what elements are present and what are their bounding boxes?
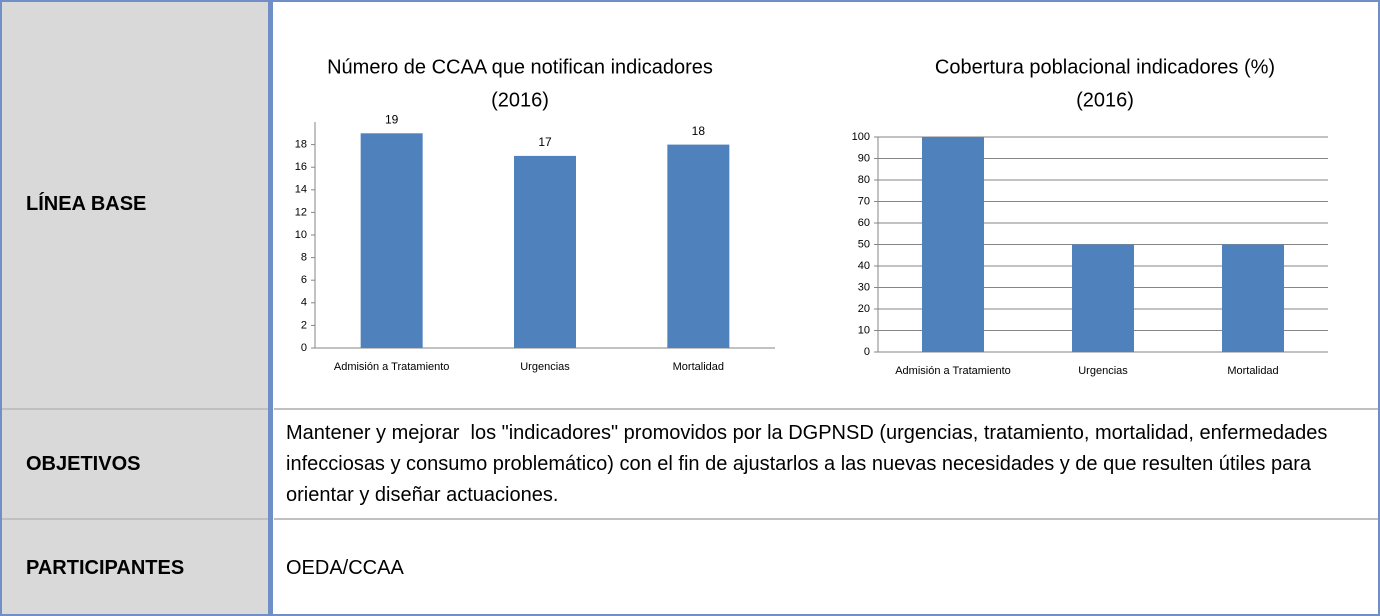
bar (922, 137, 984, 352)
row-text: Mantener y mejorar los "indicadores" pro… (274, 410, 1378, 520)
chart-subtitle: (2016) (491, 89, 549, 111)
y-tick-label: 2 (301, 319, 307, 331)
y-tick-label: 40 (858, 260, 870, 272)
y-tick-label: 50 (858, 238, 870, 250)
y-tick-label: 30 (858, 281, 870, 293)
x-tick-label: Mortalidad (1227, 365, 1278, 377)
y-tick-label: 6 (301, 274, 307, 286)
row-label: OBJETIVOS (0, 410, 270, 520)
y-tick-label: 8 (301, 252, 307, 264)
y-tick-label: 100 (852, 131, 870, 143)
data-label: 19 (385, 112, 399, 126)
y-tick-label: 12 (295, 206, 307, 218)
bar (1222, 244, 1284, 352)
y-tick-label: 0 (301, 342, 307, 354)
y-tick-label: 80 (858, 174, 870, 186)
y-tick-label: 70 (858, 195, 870, 207)
bar (1072, 244, 1134, 352)
y-tick-label: 20 (858, 303, 870, 315)
chart-title: Número de CCAA que notifican indicadores (327, 56, 713, 78)
y-tick-label: 18 (295, 139, 307, 151)
x-tick-label: Urgencias (1078, 365, 1128, 377)
x-tick-label: Admisión a Tratamiento (895, 365, 1011, 377)
data-label: 18 (692, 124, 706, 138)
bar (514, 155, 576, 348)
y-tick-label: 10 (858, 324, 870, 336)
y-tick-label: 16 (295, 161, 307, 173)
y-tick-label: 10 (295, 229, 307, 241)
x-tick-label: Mortalidad (673, 361, 724, 373)
x-tick-label: Admisión a Tratamiento (334, 361, 450, 373)
bar (360, 133, 423, 348)
chart-title: Cobertura poblacional indicadores (%) (935, 56, 1275, 78)
row-label: LÍNEA BASE (0, 0, 270, 410)
y-tick-label: 0 (864, 346, 870, 358)
data-label: 17 (538, 135, 552, 149)
y-tick-label: 4 (301, 297, 307, 309)
x-tick-label: Urgencias (520, 361, 570, 373)
y-tick-label: 90 (858, 152, 870, 164)
row-text: OEDA/CCAA (286, 556, 404, 579)
chart-cell (274, 0, 1378, 410)
y-tick-label: 14 (295, 184, 307, 196)
charts: Número de CCAA que notifican indicadores… (295, 56, 1328, 377)
chart-subtitle: (2016) (1076, 89, 1134, 111)
column-separator (268, 0, 273, 616)
y-tick-label: 60 (858, 217, 870, 229)
row-label: PARTICIPANTES (0, 520, 270, 616)
bar (667, 144, 730, 348)
